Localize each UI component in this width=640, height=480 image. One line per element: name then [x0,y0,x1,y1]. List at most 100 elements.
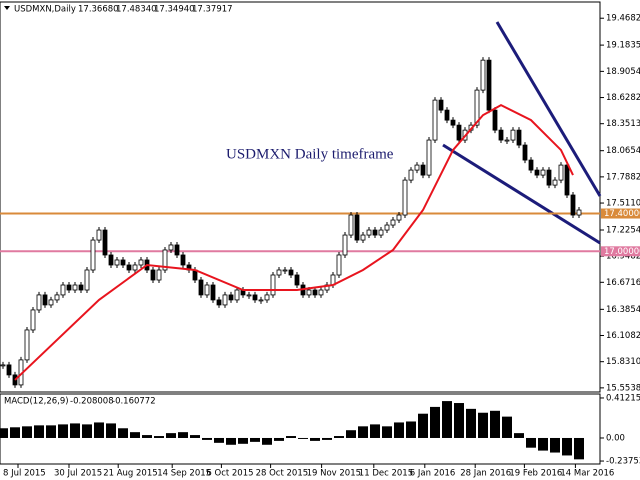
macd-label: MACD(12,26,9) [4,397,69,407]
symbol-title: USDMXN,Daily [14,5,76,15]
y-tick-label: 18.35130 [606,119,640,129]
candle [222,294,228,306]
macd-bar [394,422,404,438]
macd-bar [562,437,572,456]
candle [414,164,420,171]
macd-bar [82,424,92,438]
candle [36,294,42,311]
candle [126,264,132,271]
y-tick-label: 17.78820 [606,172,640,182]
candle [210,284,216,301]
candle [510,129,516,141]
macd-bar [34,425,44,438]
macd-bar [202,437,212,440]
candle [348,214,354,236]
candle [456,124,462,141]
macd-bar [442,401,452,438]
candle [120,259,126,266]
level-label: 17.40000 [604,209,640,219]
x-tick-label: 11 Dec 2015 [359,469,413,479]
y-tick-label: 16.10820 [606,331,640,341]
candle [372,229,378,236]
x-tick-label: 6 Jan 2016 [410,469,456,479]
candle [426,139,432,176]
y-tick-label: 18.62820 [606,93,640,103]
candle [360,234,366,241]
macd-bar [478,412,488,438]
candle [318,289,324,296]
candle [24,329,30,361]
candle [102,229,108,256]
macd-bar [574,437,584,460]
x-tick-label: 6 Oct 2015 [206,469,253,479]
macd-bar [286,436,296,438]
candle [162,249,168,271]
candle [264,294,270,301]
trend-line-lower [442,143,601,245]
ohlc-value: 17.48340 [116,5,157,15]
macd-bar [46,425,56,438]
level-label-box [601,246,640,257]
candle [498,129,504,141]
level-label: 17.00000 [604,247,640,257]
candle [402,179,408,216]
candle [198,279,204,296]
x-tick-label: 14 Sep 2015 [157,469,211,479]
price-pane [0,1,601,393]
candle [564,164,570,196]
macd-bar [142,435,152,438]
macd-bar [94,422,104,438]
macd-bar [298,437,308,439]
candle [342,234,348,256]
candle [408,169,414,181]
candle [72,284,78,291]
y-tick-label: 17.51100 [606,199,640,209]
macd-bar [322,437,332,440]
candle [90,239,96,271]
y-tick-label: 19.18350 [606,41,640,51]
menu-triangle [4,6,10,10]
macd-bar [106,423,116,438]
x-tick-label: 30 Jul 2015 [54,469,102,479]
macd-y-tick-label: 0.00 [606,433,625,443]
candle [0,364,6,367]
macd-pane [0,393,601,465]
x-tick-label: 19 Nov 2015 [307,469,361,479]
candle [156,269,162,281]
candle [432,99,438,141]
candle [150,269,156,281]
candle [288,269,294,276]
macd-y-tick-label: -0.237537 [606,457,640,467]
macd-bar [70,423,80,438]
trend-line-upper [495,21,602,197]
level-label-box [601,208,640,219]
ohlc-value: 17.36680 [78,5,119,15]
macd-bar [274,437,284,441]
candle [390,219,396,226]
candle [180,254,186,266]
macd-bar [550,437,560,453]
candle [504,139,510,142]
macd-bar [238,437,248,444]
macd-bar [406,421,416,438]
candle [450,119,456,126]
candle [366,229,372,236]
candle [228,294,234,301]
y-tick-label: 17.22540 [606,226,640,236]
candle [294,274,300,286]
macd-bar [130,432,140,438]
x-tick-label: 28 Jan 2016 [460,469,511,479]
candle [492,109,498,131]
candle [528,159,534,171]
macd-bar [58,424,68,438]
macd-bar [190,435,200,438]
macd-bar [226,437,236,445]
macd-bar [430,406,440,438]
macd-y-tick-label: 0.412157 [606,393,640,403]
y-tick-label: 15.83100 [606,357,640,367]
y-tick-label: 16.94820 [606,252,640,262]
ohlc-value: 17.37917 [192,5,233,15]
candle [474,89,480,126]
